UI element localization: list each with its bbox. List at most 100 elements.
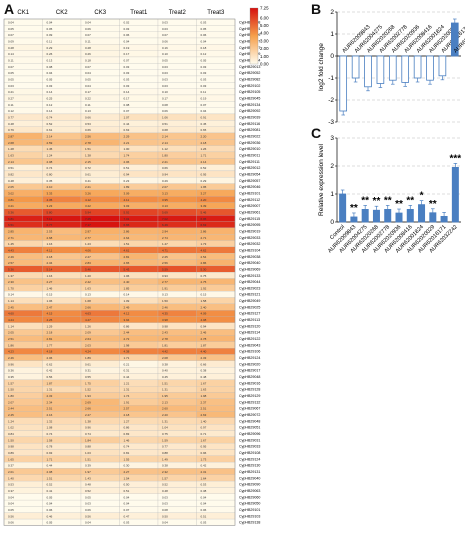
gene-label: CypHB29127 <box>239 312 260 316</box>
cell-value: 0.11 <box>47 40 53 44</box>
cell-value: 1.21 <box>124 381 130 385</box>
bar <box>451 167 459 223</box>
gene-label: CypHB29023 <box>239 286 260 290</box>
cell-value: 6.63 <box>201 223 207 227</box>
cell-value: 0.48 <box>201 375 207 379</box>
cell-value: 0.07 <box>124 109 130 113</box>
cell-value: 1.50 <box>8 388 14 392</box>
cell-value: 0.96 <box>85 426 91 430</box>
cell-value: 0.86 <box>124 426 130 430</box>
gene-label: CypHB29033 <box>239 445 260 449</box>
y-tick-label: 2 <box>330 163 334 170</box>
gene-label: CypHB29051 <box>239 426 260 430</box>
cell-value: 4.23 <box>8 350 14 354</box>
gene-label: CypHB29050 <box>239 502 260 506</box>
cell-value: 0.51 <box>124 166 130 170</box>
gene-label: CypHB29069 <box>239 267 260 271</box>
cell-value: 3.39 <box>201 204 207 208</box>
gene-label: CypHB29063 <box>239 489 260 493</box>
cell-value: 0.04 <box>85 71 91 75</box>
cell-value: 0.77 <box>8 116 14 120</box>
cell-value: 0.11 <box>201 90 207 94</box>
significance-mark: ** <box>384 195 392 206</box>
cell-value: 1.95 <box>201 185 207 189</box>
cell-value: 5.46 <box>201 210 207 214</box>
cell-value: 1.24 <box>47 153 53 157</box>
cell-value: 3.02 <box>8 191 14 195</box>
cell-value: 0.14 <box>124 90 130 94</box>
cell-value: 1.46 <box>124 438 130 442</box>
gene-label: CypHB29025 <box>239 305 260 309</box>
cell-value: 2.31 <box>201 470 207 474</box>
y-tick-label: 1 <box>330 191 334 198</box>
cell-value: 0.06 <box>201 508 207 512</box>
cell-value: 5.94 <box>85 210 91 214</box>
gene-label: CypHB29057 <box>239 179 260 183</box>
cell-value: 1.29 <box>47 324 53 328</box>
cell-value: 1.80 <box>8 394 14 398</box>
cell-value: 7.02 <box>162 217 168 221</box>
cell-value: 1.74 <box>124 394 130 398</box>
column-header: Treat3 <box>207 10 225 16</box>
cell-value: 2.44 <box>124 331 130 335</box>
cell-value: 0.05 <box>201 27 207 31</box>
cell-value: 4.71 <box>162 248 168 252</box>
cell-value: 0.14 <box>8 52 14 56</box>
cell-value: 6.81 <box>8 217 14 221</box>
gene-label: CypHB29096 <box>239 432 260 436</box>
cell-value: 0.82 <box>8 172 14 176</box>
cell-value: 1.06 <box>162 116 168 120</box>
cell-value: 0.04 <box>8 495 14 499</box>
cell-value: 0.75 <box>162 432 168 436</box>
gene-label: CypHB29128 <box>239 388 260 392</box>
cell-value: 0.35 <box>8 375 14 379</box>
cell-value: 1.63 <box>8 153 14 157</box>
cell-value: 0.61 <box>85 362 91 366</box>
cell-value: 0.93 <box>47 451 53 455</box>
cell-value: 0.66 <box>85 128 91 132</box>
cell-value: 1.23 <box>85 242 91 246</box>
cell-value: 0.50 <box>124 483 130 487</box>
cell-value: 2.71 <box>201 236 207 240</box>
cell-value: 0.38 <box>201 489 207 493</box>
cell-value: 0.04 <box>124 495 130 499</box>
cell-value: 1.08 <box>47 426 53 430</box>
gene-label: CypHB29113 <box>239 318 260 322</box>
cell-value: 0.45 <box>162 375 168 379</box>
legend-tick: 1.00 <box>260 54 269 59</box>
cell-value: 1.77 <box>47 343 53 347</box>
bar <box>361 209 369 223</box>
cell-value: 0.25 <box>47 97 53 101</box>
cell-value: 1.85 <box>124 286 130 290</box>
cell-value: 0.10 <box>162 52 168 56</box>
cell-value: 1.71 <box>47 457 53 461</box>
cell-value: 2.14 <box>8 160 14 164</box>
cell-value: 0.86 <box>124 324 130 328</box>
cell-value: 0.17 <box>162 97 168 101</box>
gene-label: CypHB29034 <box>239 59 260 63</box>
cell-value: 2.16 <box>47 413 53 417</box>
cell-value: 1.86 <box>8 343 14 347</box>
significance-mark: ** <box>361 195 369 206</box>
legend-tick: 7.25 <box>260 6 269 11</box>
cell-value: 2.72 <box>124 337 130 341</box>
cell-value: 0.08 <box>162 508 168 512</box>
gene-label: CypHB29124 <box>239 356 260 360</box>
cell-value: 0.94 <box>201 324 207 328</box>
cell-value: 1.87 <box>201 343 207 347</box>
cell-value: 0.17 <box>124 97 130 101</box>
cell-value: 0.05 <box>47 521 53 525</box>
y-tick-label: 2 <box>330 9 334 16</box>
cell-value: 0.74 <box>47 166 53 170</box>
gene-label: CypHB29081 <box>239 128 260 132</box>
gene-label: CypHB29045 <box>239 97 260 101</box>
cell-value: 0.28 <box>8 46 14 50</box>
cell-value: 0.75 <box>201 274 207 278</box>
cell-value: 6.65 <box>124 223 130 227</box>
cell-value: 0.61 <box>85 172 91 176</box>
gene-label: CypHB29121 <box>239 293 260 297</box>
cell-value: 1.50 <box>8 438 14 442</box>
gene-label: CypHB29099 <box>239 33 260 37</box>
cell-value: 0.74 <box>124 445 130 449</box>
